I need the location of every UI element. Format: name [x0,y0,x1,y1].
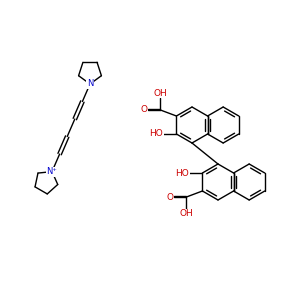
Text: O: O [167,193,174,202]
Text: O: O [141,106,148,115]
Text: HO: HO [176,169,189,178]
Text: HO: HO [149,130,163,139]
Text: N: N [87,80,93,88]
Text: N⁺: N⁺ [46,167,57,176]
Text: OH: OH [179,209,193,218]
Text: OH: OH [154,88,167,98]
